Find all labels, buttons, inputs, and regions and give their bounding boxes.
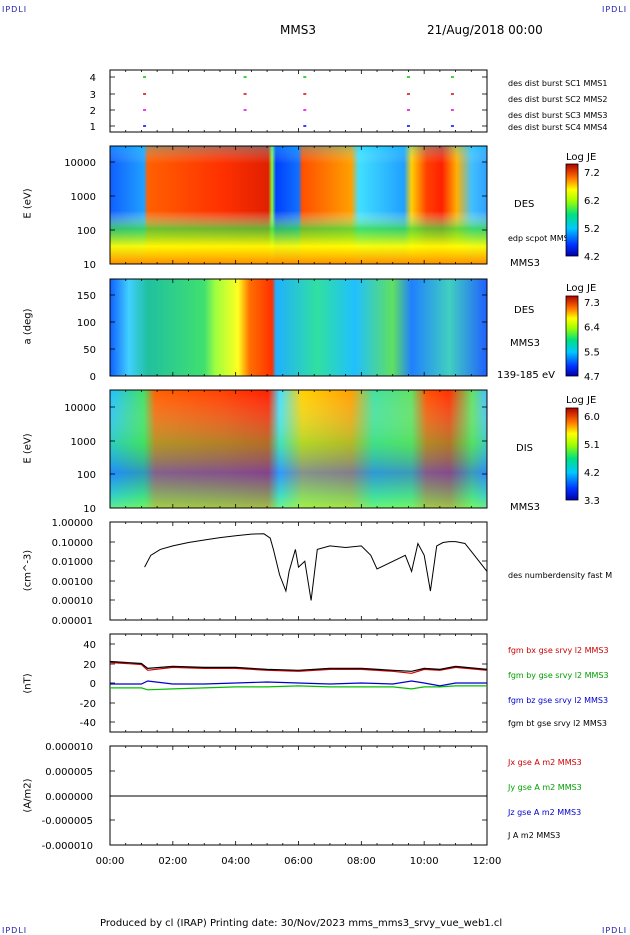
density-ytick-label: 0.10000: [52, 538, 93, 549]
dis-energy-colorbar-tick: 4.2: [584, 468, 600, 479]
des-pitch-ytick-label: 100: [77, 318, 96, 329]
burst-frame: [109, 69, 488, 133]
des-pitch-sc: MMS3: [510, 338, 540, 349]
burst-ytick-label: 4: [90, 73, 96, 84]
burst-ytick-label: 2: [90, 106, 96, 117]
current-legend-j: J A m2 MMS3: [508, 831, 561, 840]
bfield-ytick-label: 40: [83, 640, 96, 651]
des-energy-colorbar-title: Log JE: [566, 152, 597, 163]
logo-left: IPDLI: [2, 5, 28, 14]
dis-energy-ytick-label: 100: [77, 470, 96, 481]
time-tick-label: 02:00: [158, 856, 187, 867]
des-energy-colorbar-tick: 4.2: [584, 252, 600, 263]
des-label: DES: [514, 199, 535, 210]
bfield-bx-line: [109, 661, 488, 674]
des-pitch-colorbar-tick: 7.3: [584, 298, 600, 309]
des-energy-ytick-label: 10000: [64, 158, 96, 169]
burst-ytick-label: 1: [90, 122, 96, 133]
des-pitch-colorbar-tick: 4.7: [584, 372, 600, 383]
bfield-legend-by: fgm by gse srvy l2 MMS3: [508, 671, 609, 680]
des-pitch-ytick-label: 0: [90, 372, 96, 383]
time-tick-label: 10:00: [410, 856, 439, 867]
des-pitch-colorbar-tick: 6.4: [584, 323, 600, 334]
bfield-bz-line: [110, 680, 487, 687]
des-pitch-label: DES: [514, 305, 535, 316]
logo-bottom-left: IPDLI: [2, 926, 28, 935]
logo-bottom-right: IPDLI: [602, 926, 628, 935]
des-pitch-colorbar-title: Log JE: [566, 283, 597, 294]
bfield-legend-bt: fgm bt gse srvy l2 MMS3: [508, 719, 607, 728]
footer-text: Produced by cl (IRAP) Printing date: 30/…: [100, 918, 503, 929]
density-line: [144, 533, 488, 601]
des-pitch-ytick-label: 150: [77, 291, 96, 302]
des-energy-colorbar-tick: 5.2: [584, 224, 600, 235]
des-energy-colorbar-tick: 7.2: [584, 168, 600, 179]
des-energy-sc: MMS3: [510, 258, 540, 269]
density-ytick-label: 1.00000: [52, 518, 93, 529]
current-ytick-label: 0.000010: [45, 742, 93, 753]
time-tick-label: 04:00: [221, 856, 250, 867]
bfield-ytick-label: 20: [83, 660, 96, 671]
bfield-by-line: [110, 685, 487, 691]
dis-energy-ytick-label: 10000: [64, 403, 96, 414]
bfield-legend-bx: fgm bx gse srvy l2 MMS3: [508, 646, 609, 655]
des-energy-low-band: [110, 146, 487, 264]
date-title: 21/Aug/2018 00:00: [427, 23, 543, 37]
des-pitch-energy: 139-185 eV: [497, 370, 555, 381]
des-pitch-colorbar-tick: 5.5: [584, 347, 600, 358]
time-tick-label: 00:00: [96, 856, 125, 867]
density-frame: [109, 521, 488, 621]
current-legend-jx: Jx gse A m2 MMS3: [508, 758, 582, 767]
burst-ytick-label: 3: [90, 90, 96, 101]
dis-energy-low-band: [110, 390, 487, 508]
bfield-legend-bz: fgm bz gse srvy l2 MMS3: [508, 696, 609, 705]
des-pitch-ytick-label: 50: [83, 345, 96, 356]
dis-energy-colorbar-tick: 6.0: [584, 412, 600, 423]
des-pitch-colorbar: [565, 295, 579, 377]
burst-legend-sc2: des dist burst SC2 MMS2: [508, 95, 608, 104]
des-energy-ytick-label: 10: [83, 260, 96, 271]
burst-legend-sc4: des dist burst SC4 MMS4: [508, 123, 608, 132]
bfield-ytick-label: 0: [90, 679, 96, 690]
current-legend-jy: Jy gse A m2 MMS3: [508, 783, 582, 792]
des-energy-ytick-label: 100: [77, 226, 96, 237]
current-ytick-label: 0.000000: [45, 792, 93, 803]
des-energy-colorbar: [565, 163, 579, 257]
bfield-ytick-label: -20: [80, 699, 96, 710]
des-energy-ytick-label: 1000: [71, 192, 96, 203]
dis-energy-colorbar-tick: 3.3: [584, 496, 600, 507]
dis-energy-colorbar: [565, 407, 579, 501]
current-ytick-label: -0.000010: [42, 841, 93, 852]
dis-energy-colorbar-title: Log JE: [566, 395, 597, 406]
current-ytick-label: -0.000005: [42, 816, 93, 827]
des-energy-colorbar-tick: 6.2: [584, 196, 600, 207]
dis-energy-colorbar-tick: 5.1: [584, 440, 600, 451]
time-tick-label: 08:00: [347, 856, 376, 867]
density-ytick-label: 0.01000: [52, 557, 93, 568]
dis-label: DIS: [516, 443, 533, 454]
logo-right: IPDLI: [602, 5, 628, 14]
dis-energy-sc: MMS3: [510, 502, 540, 513]
density-ytick-label: 0.00100: [52, 577, 93, 588]
density-legend: des numberdensity fast M: [508, 571, 613, 580]
dis-energy-ytick-label: 1000: [71, 437, 96, 448]
bfield-ytick-label: -40: [80, 718, 96, 729]
time-tick-label: 06:00: [284, 856, 313, 867]
burst-legend-sc1: des dist burst SC1 MMS1: [508, 79, 608, 88]
current-ytick-label: 0.000005: [45, 767, 93, 778]
burst-legend-sc3: des dist burst SC3 MMS3: [508, 111, 608, 120]
time-tick-label: 12:00: [473, 856, 502, 867]
spacecraft-title: MMS3: [280, 23, 316, 37]
des-pitch-spectrogram: [110, 279, 487, 376]
dis-energy-ytick-label: 10: [83, 504, 96, 515]
density-ytick-label: 0.00001: [52, 616, 93, 627]
current-legend-jz: Jz gse A m2 MMS3: [508, 808, 582, 817]
scpot-label: edp scpot MMS3: [508, 234, 574, 243]
bfield-bt-line: [109, 660, 488, 672]
density-ytick-label: 0.00010: [52, 596, 93, 607]
